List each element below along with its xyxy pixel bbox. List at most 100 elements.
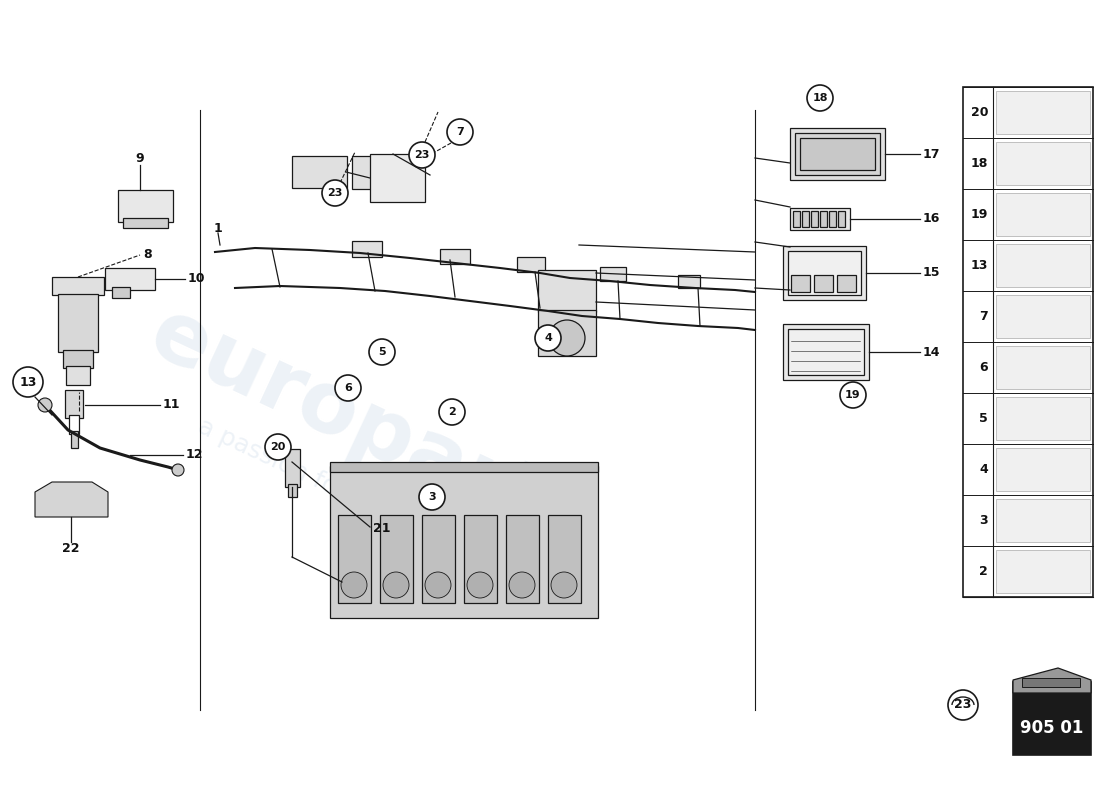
Text: 23: 23 [328, 188, 343, 198]
Circle shape [948, 690, 978, 720]
Text: 20: 20 [970, 106, 988, 119]
Circle shape [447, 119, 473, 145]
Text: 13: 13 [20, 375, 36, 389]
Bar [352, 156, 394, 189]
Text: 2: 2 [979, 565, 988, 578]
Bar [65, 390, 82, 418]
Bar [795, 133, 880, 175]
Bar [820, 211, 827, 227]
Bar [69, 415, 79, 434]
Bar [285, 449, 300, 487]
Circle shape [13, 367, 43, 397]
Circle shape [807, 85, 833, 111]
Bar [66, 366, 90, 385]
Bar [793, 211, 800, 227]
Text: 5: 5 [378, 347, 386, 357]
Text: 16: 16 [923, 213, 940, 226]
Text: 4: 4 [544, 333, 552, 343]
Bar [352, 241, 382, 257]
Bar [52, 277, 104, 295]
Text: 15: 15 [923, 266, 940, 279]
Circle shape [409, 142, 434, 168]
Text: 20: 20 [271, 442, 286, 452]
Bar [72, 431, 78, 448]
Bar [58, 294, 98, 352]
Circle shape [535, 325, 561, 351]
Bar [63, 350, 94, 368]
Bar [791, 275, 810, 292]
Text: 7: 7 [456, 127, 464, 137]
Text: a passion for parts since 1965: a passion for parts since 1965 [194, 414, 547, 596]
Bar [538, 310, 596, 356]
Text: 3: 3 [979, 514, 988, 527]
Text: 12: 12 [186, 449, 204, 462]
Bar [790, 128, 886, 180]
Text: europarts: europarts [136, 292, 604, 568]
Bar [996, 244, 1090, 287]
Bar [1022, 678, 1080, 687]
Polygon shape [1013, 668, 1091, 693]
Text: 3: 3 [428, 492, 436, 502]
Bar [996, 550, 1090, 593]
Text: 23: 23 [955, 698, 971, 711]
Bar [783, 324, 869, 380]
Bar [123, 218, 168, 228]
Bar [288, 484, 297, 497]
Text: 17: 17 [923, 147, 940, 161]
Circle shape [439, 399, 465, 425]
Circle shape [549, 320, 585, 356]
Bar [996, 142, 1090, 185]
Bar [814, 275, 833, 292]
Bar [104, 268, 155, 290]
Circle shape [172, 464, 184, 476]
Circle shape [419, 484, 446, 510]
Text: 13: 13 [970, 259, 988, 272]
Bar [996, 397, 1090, 440]
Polygon shape [35, 482, 108, 517]
Text: 1: 1 [213, 222, 222, 234]
Text: 905 01: 905 01 [1021, 719, 1084, 737]
Text: 4: 4 [979, 463, 988, 476]
Circle shape [840, 382, 866, 408]
Bar [600, 267, 626, 281]
Bar [996, 193, 1090, 236]
Text: 6: 6 [979, 361, 988, 374]
Bar [112, 287, 130, 298]
Bar [370, 154, 425, 202]
Circle shape [341, 572, 367, 598]
Bar [292, 156, 346, 188]
Circle shape [509, 572, 535, 598]
Circle shape [39, 398, 52, 412]
Circle shape [425, 572, 451, 598]
Text: 22: 22 [63, 542, 79, 555]
Text: 18: 18 [970, 157, 988, 170]
Bar [118, 190, 173, 222]
Text: 11: 11 [163, 398, 180, 411]
Bar [996, 346, 1090, 389]
Circle shape [383, 572, 409, 598]
Circle shape [468, 572, 493, 598]
Bar [838, 211, 845, 227]
Circle shape [322, 180, 348, 206]
Text: 8: 8 [143, 249, 152, 262]
Bar [790, 208, 850, 230]
Text: 5: 5 [979, 412, 988, 425]
Bar [440, 249, 470, 264]
Bar [506, 515, 539, 603]
Bar [788, 329, 864, 375]
Bar [330, 462, 598, 472]
Bar [996, 295, 1090, 338]
Circle shape [336, 375, 361, 401]
Text: 10: 10 [188, 273, 206, 286]
Bar [379, 515, 412, 603]
Text: 14: 14 [923, 346, 940, 358]
Bar [811, 211, 818, 227]
Bar [338, 515, 371, 603]
Text: 6: 6 [344, 383, 352, 393]
Circle shape [265, 434, 292, 460]
Bar [800, 138, 874, 170]
Circle shape [551, 572, 578, 598]
Bar [802, 211, 808, 227]
Bar [996, 91, 1090, 134]
Bar [330, 466, 598, 618]
